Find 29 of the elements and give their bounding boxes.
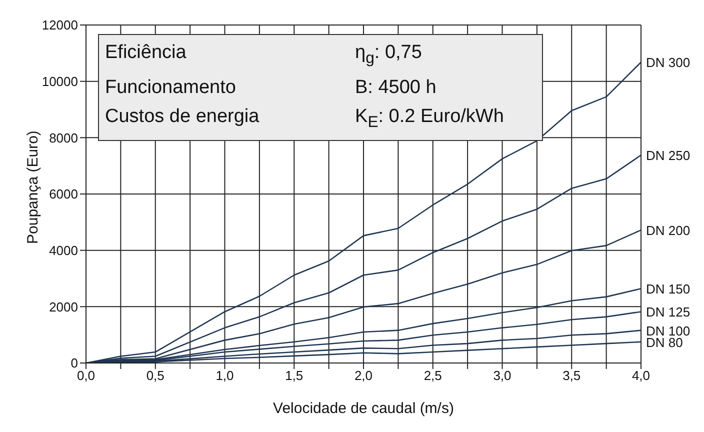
x-tick-label: 0,5 (146, 368, 164, 384)
series-label: DN 300 (646, 55, 690, 70)
x-tick-label: 4,0 (632, 368, 650, 384)
annotation: Funcionamento (105, 76, 237, 100)
y-tick-label: 6000 (49, 186, 78, 202)
y-tick-label: 2000 (49, 299, 78, 314)
annotation: η$_{g}$: 0,75 (355, 41, 423, 69)
y-tick-label: 4000 (49, 242, 78, 258)
series-label: DN 250 (646, 148, 690, 164)
annotation: Custos de energia (105, 104, 260, 129)
series-label: DN 200 (646, 223, 690, 238)
y-axis-title: Poupança (Euro) (24, 130, 42, 244)
annotation: B: 4500 h (355, 76, 438, 100)
x-axis-title: Velocidade de caudal (m/s) (273, 400, 454, 417)
x-tick-label: 1,5 (285, 368, 304, 384)
x-tick-label: 1,0 (216, 368, 234, 384)
x-tick-label: 2,5 (424, 368, 442, 384)
x-tick-label: 0,0 (76, 368, 96, 384)
y-tick-label: 12000 (42, 18, 78, 33)
y-tick-label: 10000 (42, 74, 78, 89)
series-label: DN 150 (646, 282, 690, 297)
x-tick-label: 3,0 (493, 368, 512, 384)
x-tick-label: 3,5 (562, 368, 581, 384)
y-tick-label: 0 (70, 356, 78, 371)
annotation: K$_{E}$: 0.2 Euro/kWh (355, 104, 505, 133)
series-label: DN 125 (646, 304, 690, 320)
x-tick-label: 2,0 (354, 368, 373, 384)
y-tick-label: 8000 (49, 130, 78, 146)
annotation: Eficiência (105, 41, 188, 65)
